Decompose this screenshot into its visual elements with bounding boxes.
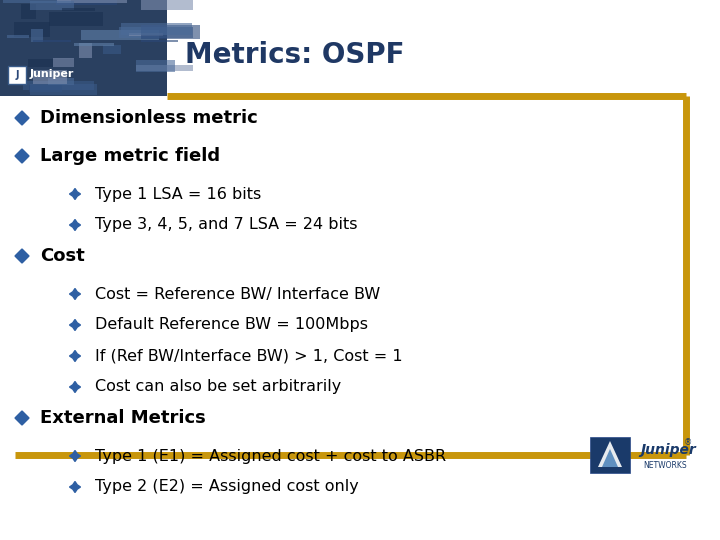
Bar [30,84,97,96]
Bar [136,60,175,72]
Bar [0,0,167,96]
Text: Juniper: Juniper [640,443,696,457]
Polygon shape [70,350,81,361]
Text: Cost: Cost [40,247,85,265]
Text: Type 3, 4, 5, and 7 LSA = 24 bits: Type 3, 4, 5, and 7 LSA = 24 bits [95,218,358,233]
Bar [7,35,29,38]
Bar [81,30,158,39]
Text: Large metric field: Large metric field [40,147,220,165]
Polygon shape [15,411,29,425]
Text: Juniper: Juniper [30,69,74,79]
Bar [33,39,71,43]
Text: Default Reference BW = 100Mbps: Default Reference BW = 100Mbps [95,318,368,333]
Bar [119,28,194,38]
Text: NETWORKS: NETWORKS [643,461,687,469]
Bar [3,0,71,3]
Bar [58,0,127,3]
Polygon shape [70,219,81,231]
Bar [8,66,26,84]
Bar [30,1,73,10]
Bar [23,80,94,90]
Polygon shape [70,188,81,199]
Bar [78,43,92,58]
Polygon shape [15,149,29,163]
Polygon shape [70,381,81,393]
Text: External Metrics: External Metrics [40,409,206,427]
Bar [103,45,121,54]
Bar [48,78,73,85]
Bar [141,25,200,38]
Text: If (Ref BW/Interface BW) > 1, Cost = 1: If (Ref BW/Interface BW) > 1, Cost = 1 [95,348,402,363]
Bar [27,59,74,67]
Bar [590,437,630,473]
Polygon shape [70,320,81,330]
Text: Metrics: OSPF: Metrics: OSPF [185,41,405,69]
Text: Type 2 (E2) = Assigned cost only: Type 2 (E2) = Assigned cost only [95,480,359,495]
Bar [141,0,193,10]
Polygon shape [602,449,618,467]
Bar [130,33,163,36]
Polygon shape [70,482,81,492]
Text: ®: ® [684,438,692,448]
Bar [53,58,74,67]
Bar [33,70,67,84]
Polygon shape [70,450,81,462]
Polygon shape [15,111,29,125]
Bar [14,22,50,37]
Bar [121,23,192,35]
Text: Cost can also be set arbitrarily: Cost can also be set arbitrarily [95,380,341,395]
Text: Dimensionless metric: Dimensionless metric [40,109,258,127]
Polygon shape [15,249,29,263]
Bar [30,85,62,92]
Polygon shape [70,288,81,300]
Text: Type 1 (E1) = Assigned cost + cost to ASBR: Type 1 (E1) = Assigned cost + cost to AS… [95,449,446,463]
Bar [141,40,179,42]
Bar [74,44,114,46]
Bar [49,12,104,26]
Bar [56,0,117,5]
Bar [63,8,95,11]
Bar [136,65,193,71]
Text: Cost = Reference BW/ Interface BW: Cost = Reference BW/ Interface BW [95,287,380,301]
Polygon shape [598,441,622,467]
Text: Type 1 LSA = 16 bits: Type 1 LSA = 16 bits [95,186,261,201]
Text: J: J [15,70,19,80]
Bar [31,29,43,42]
Bar [21,4,36,19]
